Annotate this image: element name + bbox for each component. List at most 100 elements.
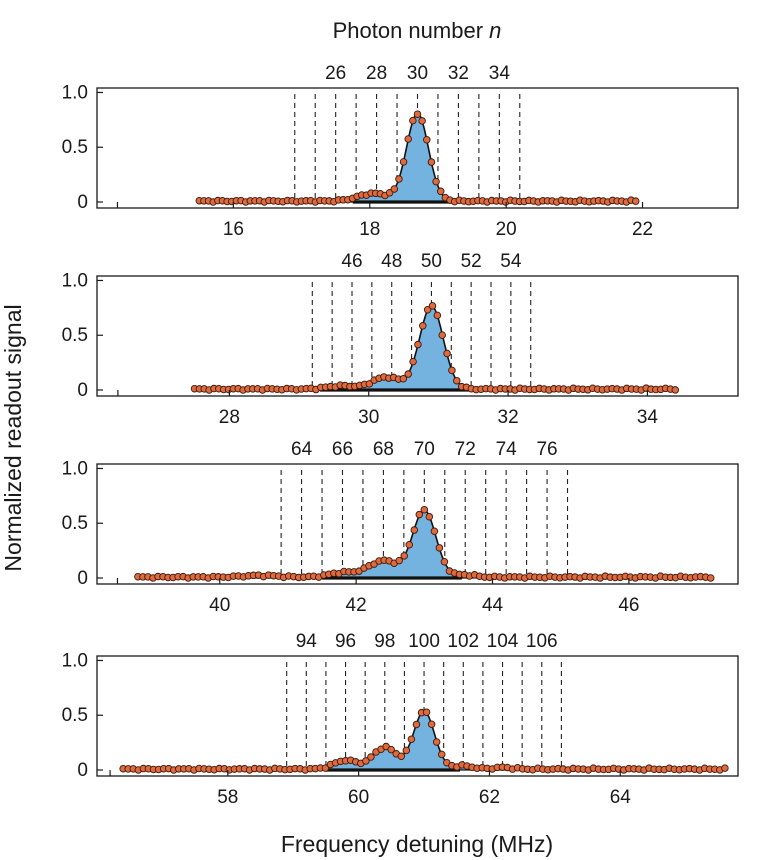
x-tick-label: 22 (632, 219, 653, 240)
data-point (395, 175, 403, 183)
data-point (414, 340, 422, 349)
data-point (387, 745, 395, 754)
data-point (435, 544, 444, 552)
y-tick-label: 0 (77, 760, 88, 781)
x-tick-label: 60 (348, 787, 369, 808)
data-point (436, 187, 445, 196)
data-point (404, 370, 412, 378)
photon-number-tick-label: 106 (526, 631, 558, 652)
data-point (425, 512, 434, 521)
data-point (427, 158, 436, 166)
photon-number-tick-label: 68 (373, 439, 394, 460)
data-point (631, 197, 640, 205)
data-point (407, 735, 416, 744)
photon-number-tick-label: 52 (461, 251, 482, 272)
photon-number-tick-label: 34 (489, 63, 511, 84)
photon-number-tick-label: 96 (335, 631, 356, 652)
data-point (413, 110, 422, 118)
top-axis-title-variable: n (489, 18, 501, 43)
photon-number-tick-label: 28 (366, 63, 387, 84)
data-point (412, 720, 421, 729)
x-tick-label: 64 (610, 787, 632, 808)
y-tick-label: 0.5 (62, 705, 88, 726)
data-point (420, 506, 429, 514)
data-point (423, 136, 431, 144)
data-point (422, 708, 431, 716)
data-point (399, 158, 408, 166)
data-point (437, 750, 446, 759)
data-point (438, 331, 446, 339)
x-tick-label: 20 (496, 219, 517, 240)
y-tick-label: 0 (77, 380, 88, 401)
x-tick-label: 58 (217, 787, 238, 808)
data-point (362, 757, 370, 765)
x-tick-label: 42 (346, 595, 367, 616)
x-tick-label: 30 (358, 407, 379, 428)
data-point (321, 764, 330, 772)
data-point (390, 185, 399, 193)
photon-number-tick-label: 94 (296, 631, 318, 652)
x-tick-label: 40 (209, 595, 230, 616)
data-point (395, 556, 403, 565)
signal-area (137, 509, 711, 578)
data-point (415, 510, 424, 519)
data-point (405, 540, 414, 549)
panel-3: 64 66 68 70 72 74 76 0 0.5 1.0 40 42 44 46 (62, 439, 739, 616)
signal-area (194, 305, 676, 390)
data-point (453, 376, 461, 385)
data-point (433, 311, 442, 320)
plot-frame (96, 275, 739, 397)
data-point (432, 177, 440, 186)
photon-number-tick-label: 72 (455, 439, 476, 460)
panel-4: 94 96 98 100 102 104 106 0 0.5 1.0 58 60 62 64 (62, 631, 739, 808)
y-tick-label: 0.5 (62, 513, 88, 534)
panel-1: 26 28 30 32 34 0 0.5 1.0 16 18 20 22 (62, 63, 739, 240)
data-point (443, 349, 451, 358)
plot-frame (96, 463, 739, 585)
plot-frame (96, 87, 739, 209)
x-tick-label: 62 (479, 787, 500, 808)
y-tick-label: 0.5 (62, 137, 88, 158)
data-point (440, 558, 449, 566)
x-tick-label: 28 (219, 407, 240, 428)
photon-number-tick-label: 100 (408, 631, 440, 652)
chart-panels: 26 28 30 32 34 0 0.5 1.0 16 18 20 22 46 48 50 52 54 0 0.5 1… (62, 63, 739, 808)
x-tick-label: 44 (482, 595, 504, 616)
top-axis-title-text: Photon number (333, 18, 490, 43)
photon-number-tick-label: 26 (325, 63, 346, 84)
data-point (671, 386, 680, 394)
data-point (400, 552, 408, 560)
y-tick-label: 1.0 (62, 458, 88, 479)
data-point (448, 366, 456, 375)
photon-number-tick-label: 76 (536, 439, 557, 460)
data-point (418, 117, 426, 125)
photon-number-tick-label: 54 (500, 251, 522, 272)
x-tick-label: 18 (359, 219, 380, 240)
photon-number-tick-label: 70 (414, 439, 435, 460)
y-tick-label: 0.5 (62, 325, 88, 346)
photon-number-tick-label: 50 (421, 251, 442, 272)
data-point (706, 574, 715, 582)
photon-number-tick-label: 74 (496, 439, 518, 460)
photon-number-tick-label: 32 (448, 63, 469, 84)
data-point (409, 116, 417, 125)
data-point (397, 752, 406, 760)
data-point (419, 322, 427, 330)
data-point (432, 738, 441, 746)
photon-number-tick-label: 66 (332, 439, 353, 460)
data-point (428, 302, 437, 310)
data-point (399, 374, 408, 383)
signal-area (123, 710, 725, 770)
x-tick-label: 32 (498, 407, 519, 428)
y-tick-label: 0 (77, 568, 88, 589)
y-tick-label: 1.0 (62, 270, 88, 291)
photon-number-tick-label: 102 (447, 631, 479, 652)
plot-frame (96, 655, 739, 777)
photon-number-tick-label: 98 (374, 631, 395, 652)
data-point (367, 753, 375, 761)
data-point (404, 135, 412, 143)
data-point (721, 764, 729, 772)
x-tick-label: 16 (223, 219, 244, 240)
y-tick-label: 1.0 (62, 650, 88, 671)
